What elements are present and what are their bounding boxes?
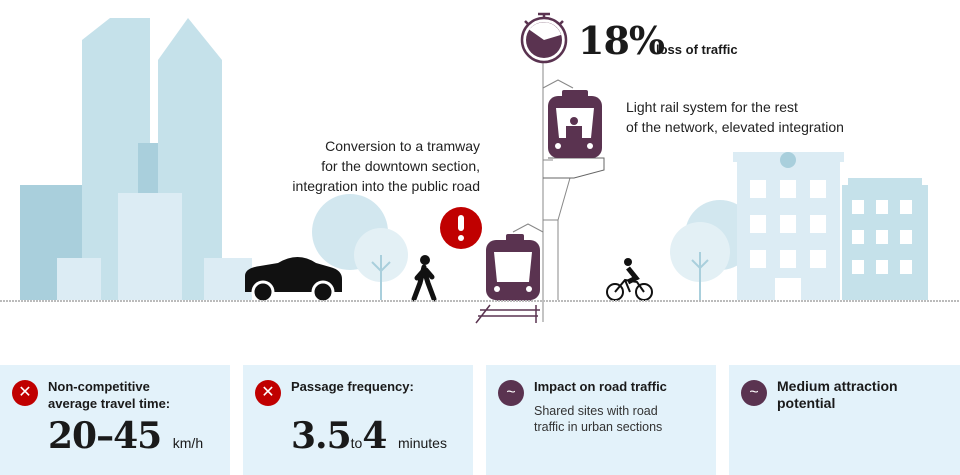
bicycle-icon <box>606 258 653 301</box>
value-to: 45 <box>113 415 162 457</box>
tilde-icon: ~ <box>741 380 767 406</box>
value-separator: – <box>96 415 114 457</box>
value-from: 3.5 <box>291 415 352 457</box>
stopwatch-icon <box>520 12 568 64</box>
value-unit: minutes <box>397 435 447 451</box>
card-value: 3.5to4 minutes <box>291 415 447 457</box>
card-title: Non-competitive average travel time: <box>48 379 171 411</box>
annotation-line: Conversion to a tramway <box>325 138 480 154</box>
light-rail-annotation: Light rail system for the rest of the ne… <box>626 97 844 137</box>
value-from: 20 <box>48 415 97 457</box>
card-value: 20–45 km/h <box>48 415 203 457</box>
alert-icon <box>440 207 482 249</box>
card-title: Medium attraction potential <box>777 378 898 411</box>
city-scene <box>0 12 960 324</box>
value-separator: to <box>350 435 363 451</box>
trees-left <box>312 194 408 300</box>
attraction-card: ~ Medium attraction potential <box>729 365 960 475</box>
stat-value: 18% <box>578 18 665 63</box>
road-traffic-card: ~ Impact on road traffic Shared sites wi… <box>486 365 716 475</box>
skyline-left <box>20 18 252 300</box>
car-icon <box>245 257 342 304</box>
annotation-line: of the network, elevated integration <box>626 119 844 135</box>
x-icon: ✕ <box>255 380 281 406</box>
stat-label: loss of traffic <box>656 42 738 57</box>
tramway-annotation: Conversion to a tramway for the downtown… <box>292 136 480 196</box>
elevated-light-rail-icon <box>548 90 602 158</box>
annotation-line: integration into the public road <box>292 178 480 194</box>
card-description: Shared sites with road traffic in urban … <box>534 404 663 434</box>
value-to: 4 <box>362 415 387 457</box>
value-unit: km/h <box>172 435 204 451</box>
annotation-line: Light rail system for the rest <box>626 99 798 115</box>
card-title: Passage frequency: <box>291 379 414 394</box>
x-icon: ✕ <box>12 380 38 406</box>
card-title: Impact on road traffic <box>534 379 667 394</box>
buildings-right <box>733 152 928 300</box>
annotation-line: for the downtown section, <box>321 158 480 174</box>
tram-icon <box>475 234 540 324</box>
tilde-icon: ~ <box>498 380 524 406</box>
frequency-card: ✕ Passage frequency: 3.5to4 minutes <box>243 365 473 475</box>
pedestrian-icon <box>411 255 437 302</box>
travel-time-card: ✕ Non-competitive average travel time: 2… <box>0 365 230 475</box>
